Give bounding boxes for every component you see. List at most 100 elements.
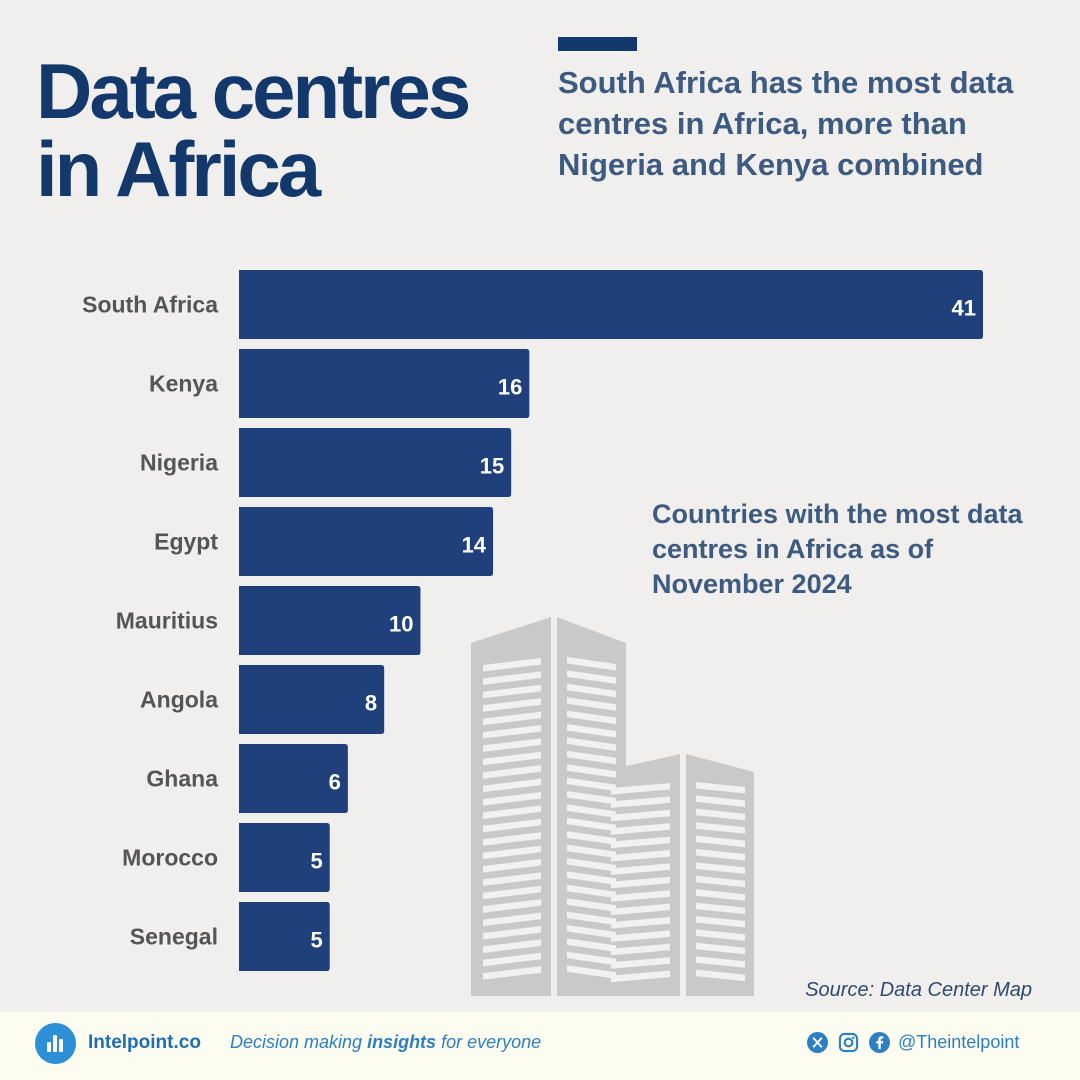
building-window-stripe <box>611 863 670 875</box>
building-window-stripe <box>696 795 745 807</box>
building-window-stripe <box>567 951 616 966</box>
building-window-stripe <box>696 849 745 861</box>
value-label: 15 <box>480 454 504 479</box>
building-window-stripe <box>483 671 541 685</box>
logo-icon <box>35 1023 76 1064</box>
building-window-stripe <box>483 765 541 779</box>
building-window-stripe <box>483 778 541 793</box>
building-window-stripe <box>696 862 745 874</box>
tagline: Decision making insights for everyone <box>230 1032 541 1053</box>
building-window-stripe <box>696 942 745 955</box>
category-label: Kenya <box>149 371 218 397</box>
building-window-stripe <box>696 808 745 821</box>
bar-chart: South Africa 41 Kenya 16 Nigeria 15 Egypt 14 Mau… <box>82 270 983 996</box>
building-window-stripe <box>483 738 541 752</box>
value-label: 14 <box>462 533 487 558</box>
building-window-stripe <box>483 751 541 766</box>
building-window-stripe <box>611 836 670 849</box>
category-label: Morocco <box>122 845 218 871</box>
building-window-stripe <box>483 684 541 699</box>
title-line-1: Data centres <box>36 47 471 135</box>
title-line-2: in Africa <box>36 125 321 213</box>
building-window-stripe <box>696 956 745 968</box>
building-window-stripe <box>611 796 670 808</box>
building-window-stripe <box>567 817 616 832</box>
building-window-stripe <box>567 710 616 725</box>
building-window-stripe <box>611 823 670 835</box>
subtitle: South Africa has the most data centres i… <box>558 65 1014 182</box>
building-window-stripe <box>611 957 670 969</box>
building-window-stripe <box>483 832 541 846</box>
bar <box>239 270 983 339</box>
building-window-stripe <box>483 966 541 980</box>
instagram-icon[interactable] <box>838 1032 859 1053</box>
building-window-stripe <box>483 872 541 886</box>
building-window-stripe <box>567 911 616 926</box>
building-window-stripe <box>483 912 541 927</box>
building-window-stripe <box>483 658 541 672</box>
building-window-stripe <box>483 792 541 806</box>
building-window-stripe <box>483 818 541 833</box>
value-label: 5 <box>310 849 322 874</box>
category-label: Mauritius <box>116 608 218 634</box>
building-window-stripe <box>696 929 745 941</box>
tagline-pre: Decision making <box>230 1032 368 1052</box>
building-window-stripe <box>611 970 670 983</box>
building-window-stripe <box>483 805 541 819</box>
building-window-stripe <box>567 938 616 952</box>
building-window-stripe <box>483 899 541 913</box>
source-note: Source: Data Center Map <box>805 979 1032 1001</box>
bar <box>239 428 512 497</box>
building-window-stripe <box>696 835 745 848</box>
building-window-stripe <box>483 952 541 967</box>
chart-note: Countries with the most data centres in … <box>652 499 1023 599</box>
category-label: Senegal <box>130 924 218 950</box>
category-label: Ghana <box>146 766 218 792</box>
building-window-stripe <box>611 809 670 822</box>
building-window-stripe <box>611 850 670 862</box>
building-window-stripe <box>696 969 745 982</box>
value-label: 8 <box>365 691 377 716</box>
building-window-stripe <box>567 844 616 859</box>
value-label: 5 <box>310 928 322 953</box>
building-window-stripe <box>567 750 616 765</box>
building-window-stripe <box>567 898 616 912</box>
value-label: 16 <box>498 375 522 400</box>
category-label: South Africa <box>82 292 218 318</box>
building-window-stripe <box>567 858 616 872</box>
building-window-stripe <box>611 903 670 916</box>
building-window-stripe <box>696 875 745 888</box>
building-window-stripe <box>483 725 541 739</box>
category-label: Angola <box>140 687 218 713</box>
building-window-stripe <box>567 670 616 684</box>
x-icon[interactable] <box>807 1032 828 1053</box>
category-label: Egypt <box>154 529 218 555</box>
tagline-post: for everyone <box>436 1032 542 1052</box>
building-window-stripe <box>483 698 541 712</box>
page-title: Data centres in Africa <box>36 52 536 208</box>
brand-name[interactable]: Intelpoint.co <box>88 1032 201 1053</box>
bar <box>239 665 385 734</box>
facebook-icon[interactable] <box>869 1032 890 1053</box>
building-window-stripe <box>567 831 616 845</box>
footer: Intelpoint.co Decision making insights f… <box>0 1012 1080 1080</box>
building-window-stripe <box>696 822 745 834</box>
building-window-stripe <box>567 965 616 979</box>
building-window-stripe <box>567 737 616 751</box>
bar <box>239 823 330 892</box>
building-illustration <box>471 617 754 996</box>
building-window-stripe <box>611 917 670 929</box>
building-window-stripe <box>483 711 541 726</box>
building-window-stripe <box>696 889 745 901</box>
building-window-stripe <box>611 876 670 889</box>
building-window-stripe <box>567 884 616 899</box>
building-window-stripe <box>567 764 616 778</box>
building-window-stripe <box>567 804 616 818</box>
social-handle[interactable]: @Theintelpoint <box>898 1032 1020 1052</box>
bar <box>239 507 494 576</box>
building-window-stripe <box>611 783 670 795</box>
building-window-stripe <box>483 926 541 940</box>
building-window-stripe <box>567 657 616 671</box>
value-label: 10 <box>389 612 413 637</box>
building-window-stripe <box>567 777 616 792</box>
